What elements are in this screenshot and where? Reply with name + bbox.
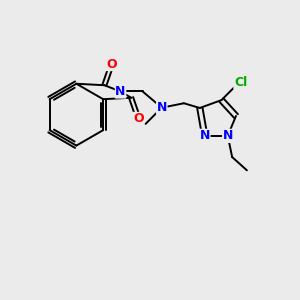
Text: Cl: Cl bbox=[234, 76, 247, 89]
Text: N: N bbox=[200, 129, 210, 142]
Text: O: O bbox=[106, 58, 117, 70]
Text: N: N bbox=[157, 101, 167, 114]
Text: N: N bbox=[116, 85, 126, 98]
Text: O: O bbox=[133, 112, 144, 125]
Text: N: N bbox=[223, 129, 233, 142]
